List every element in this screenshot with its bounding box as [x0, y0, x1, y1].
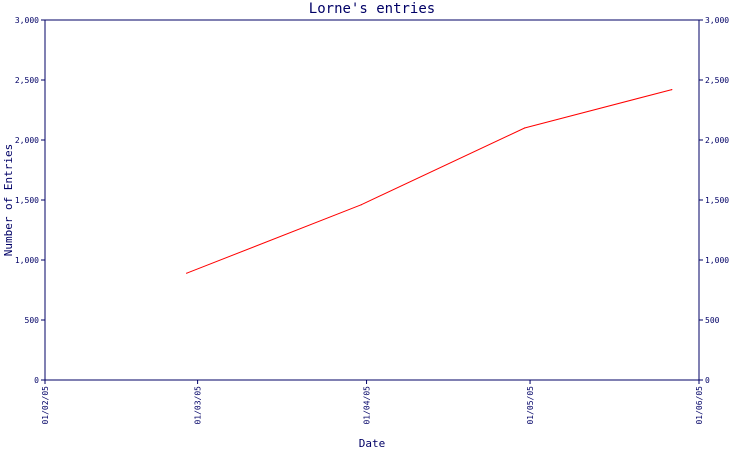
y-axis-right: 0 500 1,000 1,500 2,000 2,500 3,000 [699, 16, 729, 385]
y-tick-label-left: 1,000 [15, 256, 39, 265]
series-line [186, 89, 672, 274]
x-axis: 01/02/05 01/03/05 01/04/05 01/05/05 01/06/05 [41, 380, 704, 425]
y-tick-label-right: 1,000 [705, 256, 729, 265]
x-tick-label: 01/06/05 [695, 386, 704, 425]
y-tick-label-left: 2,500 [15, 76, 39, 85]
x-axis-title: Date [359, 437, 386, 450]
x-tick-label: 01/05/05 [526, 386, 535, 425]
data-point [671, 89, 673, 91]
y-axis-title: Number of Entries [2, 144, 15, 257]
y-tick-label-left: 0 [34, 376, 39, 385]
y-tick-label-right: 1,500 [705, 196, 729, 205]
x-tick-label: 01/02/05 [41, 386, 50, 425]
y-axis-left: 0 500 1,000 1,500 2,000 2,500 3,000 [15, 16, 45, 385]
y-tick-label-right: 2,000 [705, 136, 729, 145]
y-tick-label-right: 0 [705, 376, 710, 385]
series-layer [186, 89, 673, 274]
data-point [186, 272, 188, 274]
y-tick-label-right: 3,000 [705, 16, 729, 25]
data-point [524, 127, 526, 129]
y-tick-label-left: 3,000 [15, 16, 39, 25]
y-tick-label-right: 500 [705, 316, 720, 325]
y-tick-label-left: 2,000 [15, 136, 39, 145]
x-tick-label: 01/03/05 [194, 386, 203, 425]
data-point [360, 204, 362, 206]
chart-title: Lorne's entries [309, 1, 435, 17]
y-tick-label-left: 1,500 [15, 196, 39, 205]
y-tick-label-left: 500 [25, 316, 40, 325]
x-tick-label: 01/04/05 [363, 386, 372, 425]
y-tick-label-right: 2,500 [705, 76, 729, 85]
